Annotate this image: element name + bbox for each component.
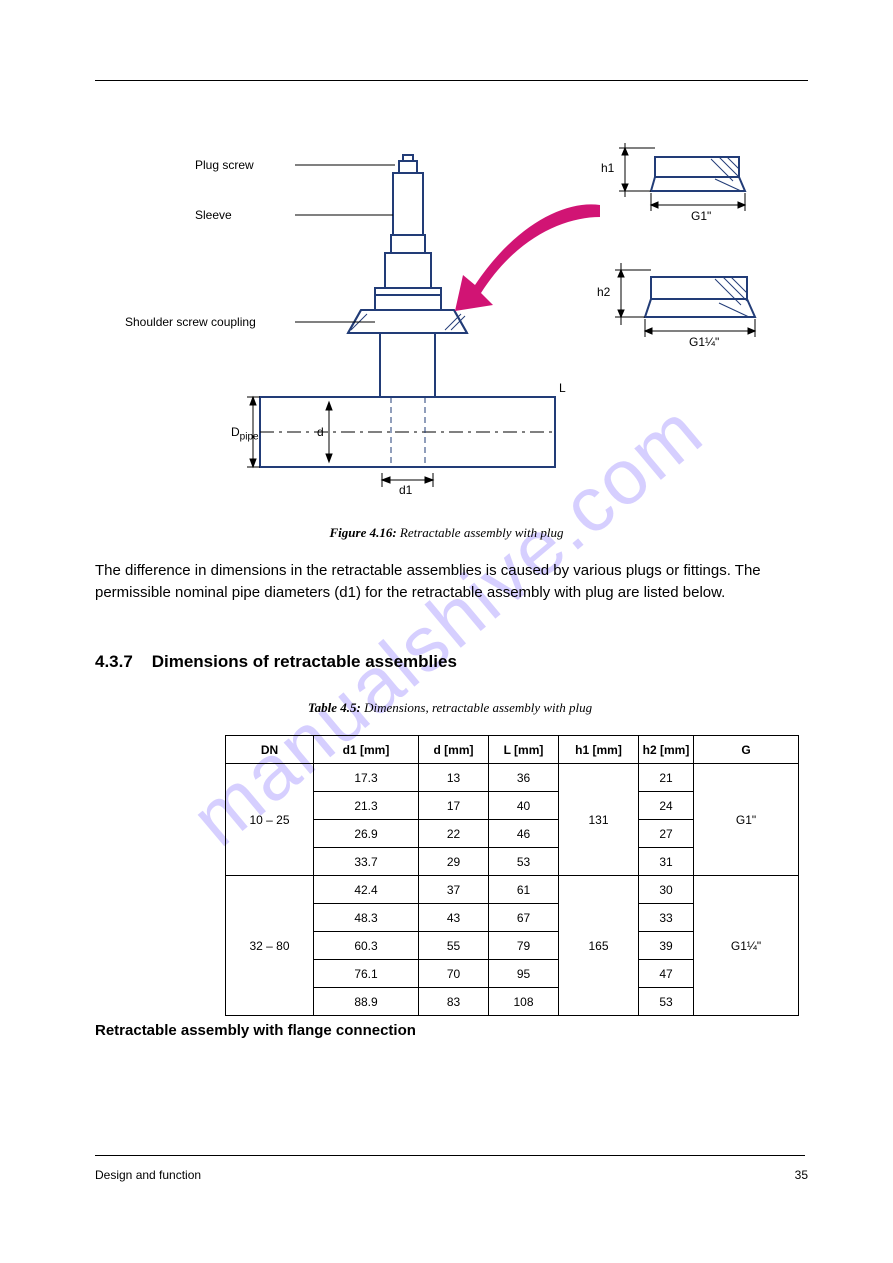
cell-h2: 33 [639,904,694,932]
label-G1: G1" [691,209,711,223]
label-G2: G1¼" [689,335,719,349]
col-h2: h2 [mm] [639,736,694,764]
cell: 55 [419,932,489,960]
col-h1: h1 [mm] [559,736,639,764]
cell-h2: 53 [639,988,694,1016]
label-d1: d1 [399,483,412,497]
cell-h2: 31 [639,848,694,876]
col-d: d [mm] [419,736,489,764]
cell-h2: 21 [639,764,694,792]
cell-dn: 10 – 25 [226,764,314,876]
cell: 29 [419,848,489,876]
pink-arrow-icon [455,204,600,311]
cell: 37 [419,876,489,904]
label-d: d [317,425,324,439]
cell-h2: 39 [639,932,694,960]
header-rule [95,80,808,81]
cell: 42.4 [314,876,419,904]
cell: 33.7 [314,848,419,876]
label-D: Dpipe [231,425,259,442]
cell: 46 [489,820,559,848]
page: manualshive.com [0,0,893,1263]
label-shoulder: Shoulder screw coupling [125,315,256,329]
dimensions-table: DN d1 [mm] d [mm] L [mm] h1 [mm] h2 [mm]… [225,735,799,1016]
cell-h2: 30 [639,876,694,904]
table-header-row: DN d1 [mm] d [mm] L [mm] h1 [mm] h2 [mm]… [226,736,799,764]
cell: 21.3 [314,792,419,820]
cell-h1: 131 [559,764,639,876]
cell: 48.3 [314,904,419,932]
col-d1: d1 [mm] [314,736,419,764]
cell-h1: 165 [559,876,639,1016]
footer-left: Design and function [95,1168,201,1182]
cell: 43 [419,904,489,932]
table-row: 10 – 2517.3133613121G1" [226,764,799,792]
label-h2: h2 [597,285,610,299]
cell: 88.9 [314,988,419,1016]
col-l: L [mm] [489,736,559,764]
cell: 108 [489,988,559,1016]
cell: 26.9 [314,820,419,848]
footer-rule [95,1155,805,1156]
cell: 40 [489,792,559,820]
cell: 13 [419,764,489,792]
cell: 95 [489,960,559,988]
cell: 17 [419,792,489,820]
table-caption: Table 4.5: Dimensions, retractable assem… [95,700,805,716]
cell-g: G1¼" [694,876,799,1016]
cell: 67 [489,904,559,932]
cell: 22 [419,820,489,848]
paragraph-1: The difference in dimensions in the retr… [95,560,805,604]
label-plugscrew: Plug screw [195,158,254,172]
label-h1: h1 [601,161,614,175]
cell: 60.3 [314,932,419,960]
table-row: 32 – 8042.4376116530G1¼" [226,876,799,904]
label-L: L [559,381,566,395]
figure: Plug screw Sleeve Shoulder screw couplin… [95,135,795,505]
paragraph-2: Retractable assembly with flange connect… [95,1020,805,1042]
col-g: G [694,736,799,764]
cell: 36 [489,764,559,792]
section-heading: 4.3.7 Dimensions of retractable assembli… [95,652,457,672]
cell: 76.1 [314,960,419,988]
cell: 61 [489,876,559,904]
label-sleeve: Sleeve [195,208,232,222]
cell-h2: 47 [639,960,694,988]
cell-h2: 24 [639,792,694,820]
cell: 70 [419,960,489,988]
cell-dn: 32 – 80 [226,876,314,1016]
col-dn: DN [226,736,314,764]
cell-h2: 27 [639,820,694,848]
footer-right: 35 [795,1168,808,1182]
cell-g: G1" [694,764,799,876]
cell: 79 [489,932,559,960]
cell: 17.3 [314,764,419,792]
cell: 83 [419,988,489,1016]
cell: 53 [489,848,559,876]
figure-caption: Figure 4.16: Retractable assembly with p… [0,525,893,541]
